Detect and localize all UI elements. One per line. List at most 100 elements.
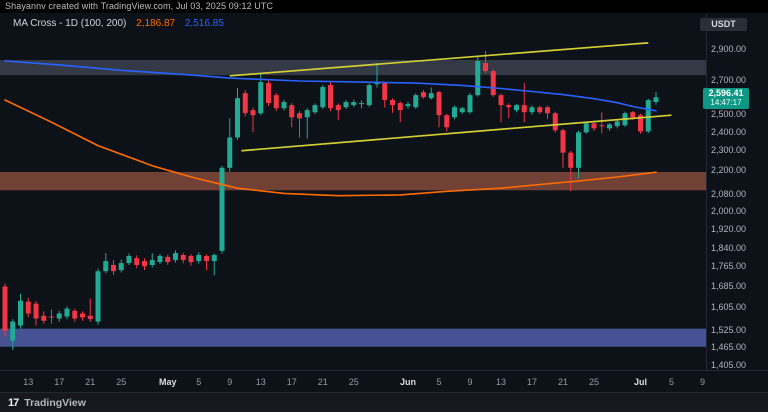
candle-up [514, 105, 519, 111]
price-scale-label: 2,400.00 [711, 126, 747, 137]
candle-down [204, 255, 209, 262]
candle-down [250, 110, 256, 116]
indicator-title: MA Cross - 1D (100, 200) [13, 18, 127, 29]
price-scale-label: 1,920.00 [711, 223, 747, 234]
candle-down [266, 83, 271, 104]
trendline-upper[interactable] [229, 42, 649, 77]
candle-up [428, 93, 434, 99]
candle-down [591, 123, 597, 129]
time-scale-label: 17 [526, 377, 538, 387]
time-scale-label: 9 [467, 377, 473, 387]
time-axis-separator [0, 370, 768, 371]
candle-up [10, 321, 16, 341]
price-scale-label: 2,700.00 [711, 75, 747, 86]
attribution-bar: Shayannv created with TradingView.com, J… [0, 0, 768, 13]
candle-down [421, 92, 426, 98]
candle-up [227, 137, 233, 168]
candle-down [382, 83, 388, 101]
candle-down [568, 152, 574, 168]
candle-down [552, 113, 558, 131]
candle-down [436, 92, 442, 116]
tradingview-brand-link[interactable]: TradingView [24, 396, 86, 409]
candle-up [452, 107, 457, 118]
time-scale[interactable]: 13 17 21 25 May 5 9 13 17 21 25 Jun 5 9 13 17 21 25 Jul 5 9 [0, 371, 768, 392]
price-axis-separator [706, 13, 707, 370]
ma-fast-value: 2,186.87 [136, 18, 176, 29]
candle-up [211, 254, 217, 262]
time-scale-label: 13 [495, 377, 507, 387]
candle-down [165, 256, 171, 263]
current-price-badge: 2,596.41 14:47:17 [703, 88, 749, 110]
candle-up [645, 100, 651, 132]
candle-up [583, 123, 589, 133]
candle-up [304, 110, 310, 118]
candle-down [289, 105, 295, 118]
trendline-lower[interactable] [241, 114, 672, 152]
candle-down [560, 130, 566, 153]
price-scale-label: 1,605.00 [711, 302, 747, 313]
time-scale-label: 5 [196, 377, 202, 387]
time-scale-label: 17 [54, 377, 65, 387]
price-scale-label: 1,840.00 [711, 242, 747, 253]
candle-up [653, 97, 659, 103]
price-scale-label: 1,525.00 [711, 324, 747, 335]
candle-down [80, 313, 85, 318]
candle-up [103, 261, 109, 272]
candle-up [405, 104, 411, 107]
candle-up [95, 271, 101, 322]
candle-up [343, 102, 349, 108]
time-scale-label: 5 [668, 377, 675, 387]
currency-toggle-button[interactable]: USDT [700, 18, 747, 31]
candle-down [638, 115, 643, 132]
candle-up [475, 61, 481, 96]
candle-up [467, 95, 473, 113]
candle-up [64, 308, 70, 317]
candle-up [196, 254, 202, 262]
candle-up [149, 260, 155, 265]
candle-down [390, 100, 395, 106]
price-scale-label: 2,080.00 [711, 189, 747, 200]
candle-up [219, 167, 225, 251]
candle-down [188, 255, 194, 263]
ma-200-line [4, 60, 657, 112]
time-scale-label: 9 [227, 377, 233, 387]
candle-down [498, 95, 504, 106]
candle-down [25, 301, 31, 314]
price-scale-label: 2,900.00 [711, 43, 747, 54]
candle-down [490, 71, 496, 96]
time-scale-label: 13 [23, 377, 34, 387]
candle-up [258, 82, 264, 114]
tradingview-logo-icon[interactable]: 17 [8, 396, 19, 409]
candle-up [576, 132, 581, 168]
time-scale-label: 21 [317, 377, 328, 387]
attribution-text: Shayannv created with TradingView.com, J… [5, 1, 274, 11]
bar-countdown: 14:47:17 [710, 98, 742, 108]
candle-down [506, 105, 512, 108]
candle-up [320, 87, 326, 108]
price-scale-label: 2,300.00 [711, 145, 747, 156]
ma-100-line [4, 99, 657, 197]
currency-label: USDT [711, 19, 736, 29]
candle-up [118, 263, 124, 271]
candle-up [459, 108, 465, 113]
time-scale-label: 21 [85, 377, 96, 387]
candle-down [545, 107, 550, 114]
price-scale-label: 1,465.00 [711, 342, 747, 353]
time-scale-label-month: Jun [399, 377, 417, 387]
time-scale-label: 21 [557, 377, 569, 387]
time-scale-label: 9 [699, 377, 706, 387]
price-scale[interactable]: 2,900.00 2,700.00 2,500.00 2,400.00 2,300.00… [707, 13, 768, 370]
candle-down [483, 63, 488, 72]
highlight-zone-resistance-gray [0, 59, 706, 76]
candle-down [630, 112, 636, 118]
indicator-legend[interactable]: MA Cross - 1D (100, 200) 2,186.87 2,516.… [13, 18, 224, 29]
candle-up [614, 121, 620, 127]
candle-up [235, 98, 240, 138]
candle-down [2, 286, 8, 331]
candle-down [397, 103, 403, 111]
time-scale-label-month: May [158, 377, 177, 387]
current-price-value: 2,596.41 [708, 88, 744, 99]
candle-up [529, 107, 535, 113]
